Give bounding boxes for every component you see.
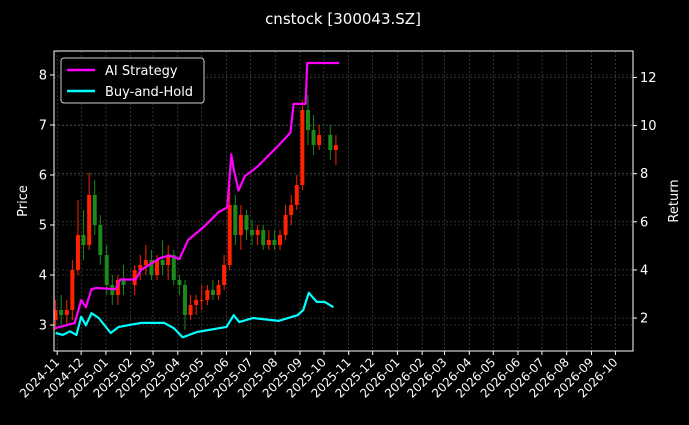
- y-tick-label-right: 2: [640, 312, 648, 327]
- x-axis: 2024-112024-122025-012025-022025-032025-…: [17, 351, 621, 401]
- candle-body: [300, 110, 305, 185]
- candle-body: [289, 205, 294, 215]
- y-tick-label-left: 5: [39, 219, 47, 234]
- y-label-right: Return: [667, 179, 682, 222]
- y-axis-left: 3 4 5 6 7 8: [39, 69, 54, 334]
- candle-body: [182, 285, 187, 315]
- candle-body: [311, 130, 316, 145]
- candlesticks: [53, 95, 338, 330]
- y-tick-label-left: 3: [39, 319, 47, 334]
- candle-body: [194, 300, 199, 305]
- y-tick-label-right: 8: [640, 167, 648, 182]
- series-lines: [55, 61, 340, 339]
- candle-body: [177, 280, 182, 285]
- candle-body: [199, 300, 204, 301]
- candle-body: [278, 235, 283, 245]
- y-tick-label-left: 6: [39, 169, 47, 184]
- plot-frame: [53, 50, 634, 352]
- candle-body: [87, 195, 92, 245]
- candle-body: [104, 255, 109, 285]
- candle-body: [81, 235, 86, 245]
- candle-body: [222, 265, 227, 285]
- candle-body: [188, 305, 193, 315]
- candle-body: [238, 215, 243, 235]
- legend-label-buy-hold: Buy-and-Hold: [105, 85, 193, 100]
- candle-body: [266, 240, 271, 245]
- y-label-left: Price: [16, 185, 31, 217]
- candle-body: [132, 270, 137, 285]
- candle-body: [143, 260, 148, 265]
- candle-body: [75, 235, 80, 270]
- candle-body: [244, 215, 249, 230]
- candle-body: [92, 195, 97, 225]
- series-line-ai-strategy: [55, 61, 340, 330]
- legend-box: [60, 57, 205, 104]
- y-tick-label-right: 6: [640, 215, 648, 230]
- y-tick-label-left: 4: [39, 269, 47, 284]
- candle-body: [333, 145, 338, 150]
- candle-body: [155, 260, 160, 275]
- legend-label-strategy: AI Strategy: [105, 64, 178, 79]
- candle-body: [160, 260, 165, 265]
- candle-body: [138, 265, 143, 270]
- candle-body: [53, 310, 58, 320]
- candle-body: [205, 290, 210, 300]
- y-tick-label-right: 4: [640, 263, 648, 278]
- candle-body: [216, 285, 221, 295]
- series-line-buy-and-hold: [55, 291, 335, 339]
- candle-body: [255, 230, 260, 235]
- y-tick-label-left: 7: [39, 119, 47, 134]
- candle-body: [317, 135, 322, 145]
- candle-body: [115, 280, 120, 295]
- candle-body: [171, 255, 176, 280]
- candle-body: [227, 205, 232, 265]
- candle-body: [261, 230, 266, 245]
- candle-body: [294, 185, 299, 205]
- candle-body: [283, 215, 288, 235]
- legend: AI Strategy Buy-and-Hold: [60, 57, 205, 104]
- candle-body: [59, 310, 64, 315]
- y-tick-label-right: 10: [640, 119, 657, 134]
- candle-body: [210, 290, 215, 295]
- candle-body: [98, 225, 103, 255]
- y-axis-right: 2 4 6 8 10 12: [633, 71, 657, 327]
- chart-title: cnstock [300043.SZ]: [265, 10, 421, 28]
- candle-body: [64, 310, 69, 315]
- candle-body: [305, 110, 310, 130]
- candle-body: [328, 135, 333, 150]
- candle-body: [272, 240, 277, 245]
- candle-body: [233, 205, 238, 235]
- candle-body: [250, 230, 255, 235]
- y-tick-label-left: 8: [39, 69, 47, 84]
- y-tick-label-right: 12: [640, 71, 657, 86]
- candle-body: [166, 255, 171, 265]
- candle-body: [70, 270, 75, 310]
- candle-body: [149, 260, 154, 275]
- candle-body: [121, 280, 126, 285]
